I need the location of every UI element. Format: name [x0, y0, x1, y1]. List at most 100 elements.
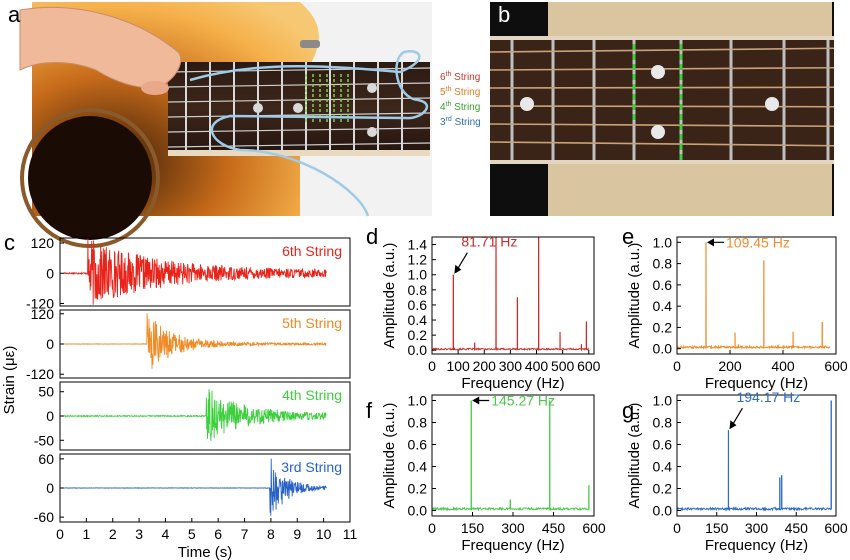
strain-subplot-frame	[59, 237, 351, 307]
string	[167, 142, 431, 148]
panel-d-spectrum: d 0.00.20.40.60.81.01.21.4 0 100 200 300 400 50…	[366, 224, 601, 392]
y-axis-label: Amplitude (a.u.)	[626, 243, 643, 349]
x-axis-label: Frequency (Hz)	[705, 375, 808, 392]
y-tick-label: 1.0	[653, 234, 673, 250]
photo-marker-dot	[651, 65, 665, 79]
x-tick-label: 450	[542, 520, 566, 536]
y-axis-label: Amplitude (a.u.)	[626, 403, 643, 509]
y-tick-label: 0.6	[653, 437, 673, 453]
x-tick-label: 0	[428, 520, 436, 536]
string-label-number: 5	[440, 87, 446, 98]
x-axis-label: Time (s)	[178, 544, 232, 560]
y-tick-label: 0	[46, 480, 54, 496]
y-tick-label: 1.0	[408, 267, 428, 283]
string-label-suffix: th	[446, 71, 452, 78]
string	[167, 82, 431, 88]
x-tick-label: 4	[162, 526, 170, 542]
series-label: 6th String	[282, 243, 342, 259]
photo-binding-top	[490, 36, 834, 40]
x-axis-label: Frequency (Hz)	[461, 537, 564, 554]
x-tick-label: 600	[824, 358, 848, 374]
string-label-number: 6	[440, 72, 446, 83]
string-label: 3rd String	[440, 116, 481, 128]
strain-trace	[63, 389, 327, 441]
y-tick-label: 0.4	[653, 298, 673, 314]
y-tick-label: 120	[31, 235, 55, 251]
x-tick-label: 100	[446, 358, 470, 374]
panel-letter-b: b	[498, 2, 510, 27]
peak-annotation: 145.27 Hz	[491, 393, 555, 409]
panel-g-spectrum: g 0.0 0.2 0.4 0.6 0.8 1.0 0 150 300 450 600 Frequenc…	[622, 389, 848, 554]
spectrum-trace	[431, 236, 590, 352]
series-label: 4th String	[282, 387, 342, 403]
annotation-arrowhead	[472, 396, 480, 405]
x-tick-label: 11	[343, 526, 358, 542]
plot-frame	[431, 236, 595, 355]
sensor-wire	[189, 49, 428, 217]
x-tick-label: 2	[109, 526, 117, 542]
x-tick-label: 0	[673, 358, 681, 374]
panel-e-spectrum: e 0.0 0.2 0.4 0.6 0.8 1.0 0 200 400 600 Frequency (…	[622, 224, 848, 392]
y-tick-label: 0.2	[653, 481, 673, 497]
photo-marker-dot	[651, 125, 665, 139]
photo-marker-dot	[520, 97, 534, 111]
string-label-suffix: th	[446, 86, 452, 93]
x-tick-label: 10	[316, 526, 332, 542]
string-label: 4th String	[440, 101, 480, 113]
y-tick-label: 0.0	[653, 341, 673, 357]
y-tick-label: 1.2	[408, 252, 428, 268]
plot-frame	[676, 236, 837, 355]
x-tick-label: 0	[673, 520, 681, 536]
y-tick-label: 0.0	[408, 503, 428, 519]
series-label: 3rd String	[281, 459, 342, 475]
panel-b-photo: b	[489, 2, 835, 216]
y-tick-label: 60	[38, 451, 54, 467]
photo-string	[489, 86, 835, 89]
y-tick-label: 0.8	[653, 415, 673, 431]
x-tick-label: 0	[428, 358, 436, 374]
x-tick-label: 450	[785, 520, 809, 536]
y-tick-label: 0.4	[653, 459, 673, 475]
spectrum-trace	[676, 400, 832, 512]
x-tick-label: 600	[824, 520, 848, 536]
y-tick-label: 0.0	[653, 503, 673, 519]
string-label-number: 3	[440, 117, 446, 128]
photo-binding-bottom	[490, 160, 834, 164]
sound-hole	[28, 116, 152, 240]
x-tick-label: 300	[499, 358, 523, 374]
y-tick-label: -60	[34, 509, 54, 525]
x-tick-label: 5	[188, 526, 196, 542]
strap-button	[300, 40, 320, 48]
x-tick-label: 0	[56, 526, 64, 542]
panel-letter-a: a	[8, 2, 21, 27]
y-tick-label: 0.2	[408, 481, 428, 497]
panel-letter-c: c	[4, 230, 15, 255]
x-tick-label: 200	[718, 358, 742, 374]
y-tick-label: 0.6	[408, 437, 428, 453]
x-tick-label: 300	[745, 520, 769, 536]
string-label: 6th String	[440, 71, 480, 83]
sensor-grid	[305, 74, 349, 124]
fretboard-binding	[168, 150, 430, 156]
x-tick-label: 150	[461, 520, 485, 536]
x-axis-label: Frequency (Hz)	[705, 537, 808, 554]
x-tick-label: 9	[293, 526, 301, 542]
sound-hole-rosette	[20, 108, 160, 248]
string-label-word: String	[452, 117, 481, 128]
y-tick-label: 0.8	[653, 256, 673, 272]
strain-trace	[63, 313, 327, 369]
strain-trace	[64, 458, 327, 516]
y-tick-label: 50	[38, 384, 54, 400]
y-tick-label: 0.8	[408, 282, 428, 298]
y-tick-label: 0.2	[653, 319, 673, 335]
y-tick-label: 0.4	[408, 312, 428, 328]
string-label-word: String	[451, 72, 480, 83]
string-label-suffix: th	[446, 101, 452, 108]
y-tick-label: 0	[46, 336, 54, 352]
x-tick-label: 400	[525, 358, 549, 374]
string	[167, 97, 431, 103]
y-tick-label: 0.6	[408, 297, 428, 313]
